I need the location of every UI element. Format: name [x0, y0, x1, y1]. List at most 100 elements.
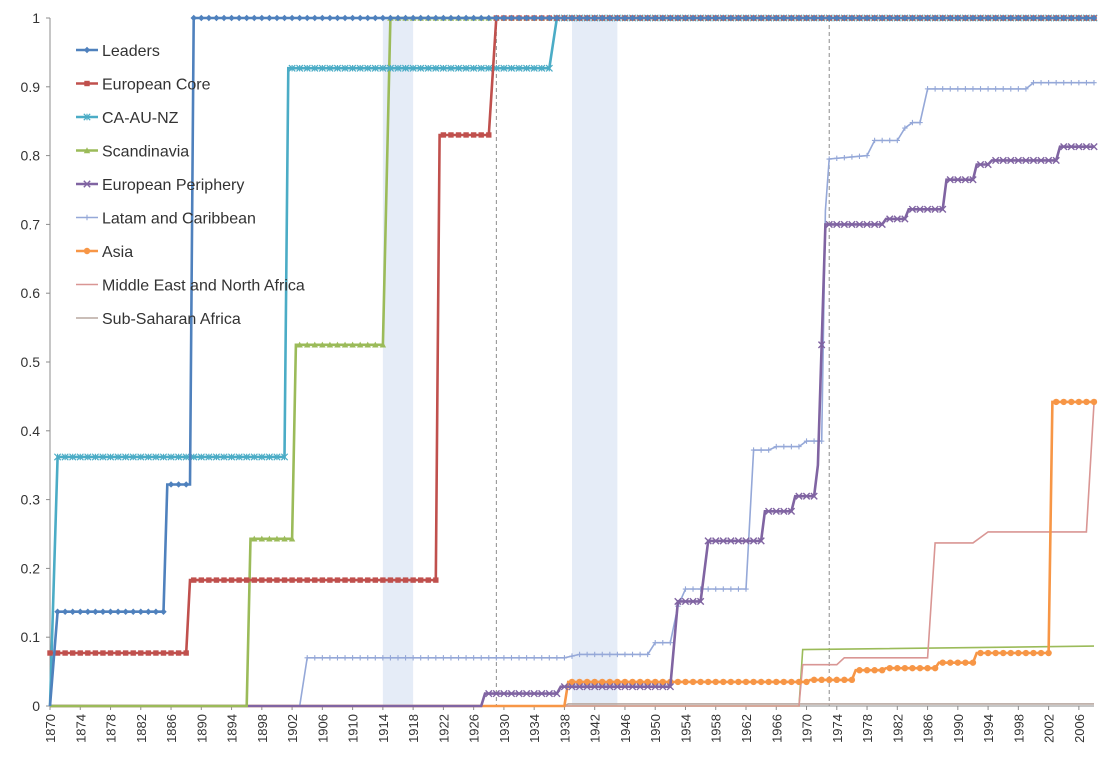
- data-point: [235, 14, 243, 22]
- data-point: [485, 14, 492, 22]
- data-point: [720, 586, 727, 592]
- data-point: [924, 86, 931, 92]
- data-point: [356, 341, 364, 348]
- data-point: [773, 678, 780, 686]
- data-point: [636, 14, 644, 22]
- data-point: [962, 659, 969, 666]
- data-point: [833, 220, 841, 229]
- data-point: [886, 664, 893, 672]
- data-point: [621, 683, 629, 691]
- data-point: [259, 577, 265, 583]
- data-point: [235, 453, 243, 461]
- data-point: [826, 676, 833, 684]
- data-point: [174, 453, 183, 461]
- data-point: [765, 14, 772, 22]
- data-point: [265, 453, 274, 461]
- y-axis-labels: 0 0.1 0.2 0.3 0.4 0.5 0.6 0.7 0.8 0.9 1: [21, 10, 50, 714]
- data-point: [977, 14, 984, 22]
- data-point: [598, 683, 606, 691]
- data-point: [1075, 398, 1083, 406]
- data-point: [1037, 649, 1045, 657]
- data-point: [795, 14, 803, 22]
- series-line-european-core: [50, 16, 1094, 655]
- data-point: [614, 14, 621, 22]
- data-point: [516, 655, 522, 661]
- data-point: [765, 507, 773, 515]
- data-point: [107, 650, 114, 656]
- data-point: [258, 14, 266, 22]
- data-point: [575, 683, 584, 691]
- data-point: [923, 205, 932, 213]
- data-point: [183, 650, 189, 656]
- data-point: [970, 86, 976, 92]
- data-point: [1083, 14, 1090, 22]
- data-point: [863, 667, 871, 674]
- data-point: [478, 14, 485, 22]
- data-point: [621, 14, 629, 22]
- data-point: [1022, 649, 1030, 657]
- data-point: [395, 655, 401, 661]
- data-point: [682, 678, 689, 686]
- data-point: [704, 14, 712, 22]
- data-point: [326, 14, 334, 22]
- data-point: [659, 683, 667, 691]
- data-point: [810, 492, 818, 500]
- legend-label: Scandinavia: [102, 144, 189, 161]
- data-point: [856, 667, 863, 674]
- series-latam-and-caribbean: [50, 79, 1097, 707]
- data-point: [855, 220, 864, 229]
- data-point: [908, 205, 917, 213]
- data-point: [364, 341, 371, 348]
- data-point: [545, 689, 553, 698]
- data-point: [742, 537, 750, 545]
- data-point: [144, 453, 152, 461]
- data-point: [304, 577, 310, 583]
- data-point: [576, 651, 583, 658]
- data-point: [568, 678, 576, 686]
- x-tick-label: 1918: [406, 714, 421, 743]
- data-point: [507, 64, 516, 72]
- x-tick-label: 1994: [981, 714, 996, 743]
- data-point: [425, 655, 431, 661]
- data-point: [803, 678, 810, 686]
- data-point: [348, 64, 357, 72]
- data-point: [327, 577, 333, 583]
- data-point: [878, 14, 886, 22]
- data-point: [909, 664, 916, 672]
- data-point: [818, 14, 825, 22]
- data-point: [939, 659, 946, 666]
- data-point: [599, 14, 606, 22]
- data-point: [901, 14, 909, 22]
- x-tick-label: 1966: [769, 714, 784, 743]
- data-point: [53, 453, 62, 461]
- data-point: [530, 64, 538, 72]
- data-point: [417, 64, 425, 72]
- data-point: [372, 577, 379, 583]
- legend-marker: [83, 180, 91, 188]
- data-point: [583, 14, 591, 22]
- data-point: [607, 651, 613, 658]
- data-point: [955, 86, 961, 92]
- data-point: [417, 655, 424, 661]
- data-point: [288, 64, 296, 72]
- data-point: [999, 156, 1007, 165]
- shaded-periods: [382, 18, 618, 706]
- data-point: [591, 683, 599, 691]
- data-point: [99, 608, 107, 615]
- legend-marker: [83, 147, 91, 154]
- data-point: [303, 64, 311, 72]
- data-point: [984, 160, 992, 169]
- data-point: [440, 14, 447, 22]
- data-point: [606, 678, 614, 686]
- x-tick-label: 1942: [588, 714, 603, 743]
- data-point: [916, 205, 924, 213]
- data-point: [962, 86, 969, 92]
- data-point: [409, 14, 417, 22]
- data-point: [493, 14, 500, 22]
- data-point: [750, 447, 757, 453]
- data-point: [1061, 79, 1067, 86]
- data-point: [1052, 156, 1060, 165]
- data-point: [909, 14, 916, 22]
- data-point: [931, 205, 939, 213]
- data-point: [365, 655, 371, 661]
